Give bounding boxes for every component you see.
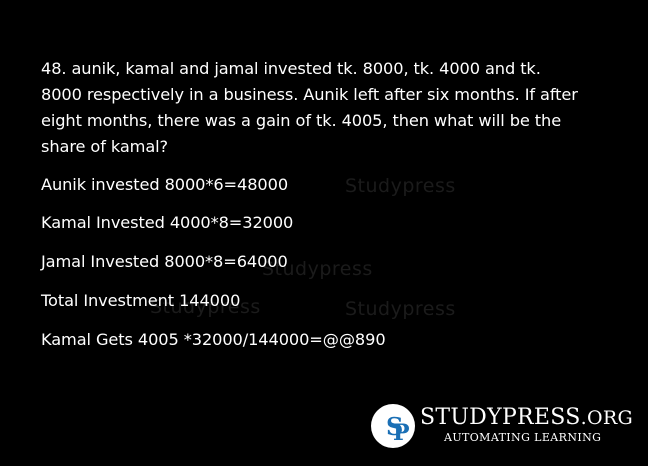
step-kamal-share: Kamal Gets 4005 *32000/144000=@@890 [41,330,386,349]
question-text: 48. aunik, kamal and jamal invested tk. … [41,59,578,156]
sp-badge-icon: S P [371,404,415,448]
step-jamal: Jamal Invested 8000*8=64000 [41,252,288,271]
watermark-2: Studypress [262,258,373,280]
logo-name-suffix: .ORG [580,407,633,429]
watermark-3: Studypress [345,298,456,320]
svg-text:P: P [393,420,410,446]
logo-name: STUDYPRESS.ORG [420,405,633,430]
step-total: Total Investment 144000 [41,291,241,310]
watermark-1: Studypress [345,175,456,197]
question-block: 48. aunik, kamal and jamal invested tk. … [41,56,581,160]
logo-name-main: STUDYPRESS [420,405,581,430]
step-aunik: Aunik invested 8000*6=48000 [41,175,289,194]
watermark-4: Studypress [150,296,261,318]
step-kamal: Kamal Invested 4000*8=32000 [41,213,294,232]
studypress-logo: S P STUDYPRESS.ORG AUTOMATING LEARNING [371,404,633,450]
svg-text:S: S [386,412,403,441]
logo-tagline: AUTOMATING LEARNING [444,431,602,444]
